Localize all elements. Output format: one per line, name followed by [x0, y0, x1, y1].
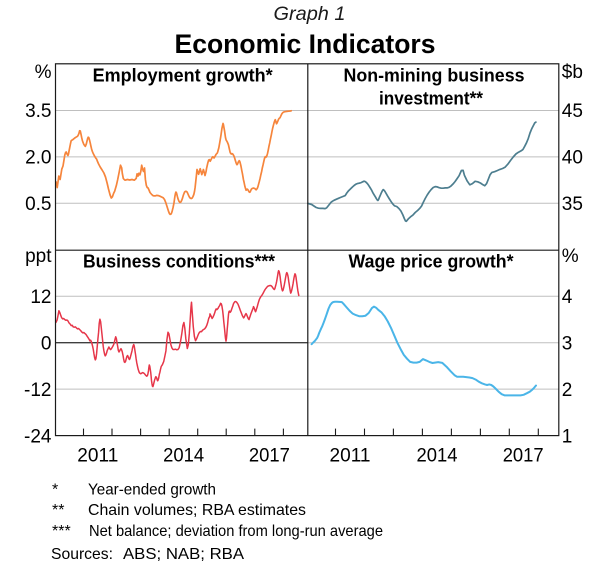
- svg-text:3: 3: [562, 333, 573, 354]
- svg-text:investment**: investment**: [379, 88, 484, 109]
- svg-text:35: 35: [562, 194, 583, 215]
- svg-text:1: 1: [562, 426, 573, 447]
- svg-text:Sources:: Sources:: [51, 546, 113, 563]
- svg-text:Net balance; deviation from lo: Net balance; deviation from long-run ave…: [89, 523, 383, 540]
- svg-text:Graph 1: Graph 1: [274, 4, 346, 25]
- svg-text:4: 4: [562, 287, 573, 308]
- svg-text:Non-mining business: Non-mining business: [344, 64, 525, 85]
- svg-text:2011: 2011: [330, 446, 371, 467]
- svg-text:$b: $b: [562, 62, 583, 83]
- svg-text:2014: 2014: [417, 446, 458, 467]
- svg-text:2011: 2011: [77, 446, 118, 467]
- svg-text:ppt: ppt: [25, 246, 52, 267]
- svg-text:2017: 2017: [249, 446, 290, 467]
- svg-text:-24: -24: [24, 426, 52, 447]
- svg-text:40: 40: [562, 148, 583, 169]
- svg-text:2014: 2014: [163, 446, 204, 467]
- svg-text:Employment growth*: Employment growth*: [93, 64, 274, 85]
- svg-text:Business conditions***: Business conditions***: [83, 250, 276, 271]
- svg-text:Wage price growth*: Wage price growth*: [349, 250, 515, 271]
- svg-text:Year-ended growth: Year-ended growth: [88, 481, 216, 498]
- svg-text:Chain volumes; RBA estimates: Chain volumes; RBA estimates: [88, 502, 306, 519]
- svg-text:0.5: 0.5: [25, 194, 51, 215]
- svg-text:*: *: [52, 481, 58, 498]
- svg-text:%: %: [35, 62, 52, 83]
- svg-text:45: 45: [562, 101, 583, 122]
- svg-text:2017: 2017: [503, 446, 544, 467]
- svg-text:2.0: 2.0: [25, 148, 51, 169]
- svg-text:%: %: [562, 246, 579, 267]
- svg-text:**: **: [52, 502, 64, 519]
- svg-text:-12: -12: [24, 380, 51, 401]
- svg-text:0: 0: [41, 333, 52, 354]
- svg-text:***: ***: [52, 523, 71, 540]
- svg-text:ABS; NAB; RBA: ABS; NAB; RBA: [123, 546, 244, 563]
- svg-text:2: 2: [562, 380, 573, 401]
- svg-text:12: 12: [30, 287, 51, 308]
- svg-text:3.5: 3.5: [25, 101, 51, 122]
- svg-text:Economic Indicators: Economic Indicators: [175, 29, 436, 59]
